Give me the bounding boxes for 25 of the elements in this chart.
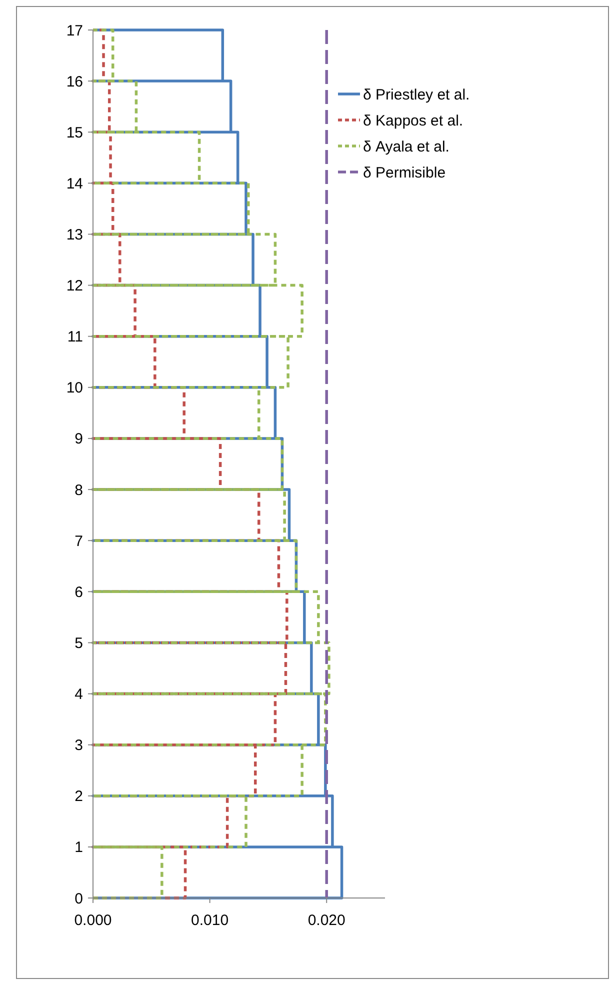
y-tick-label: 3 [74,737,83,754]
y-tick-label: 0 [74,890,83,908]
y-tick-label: 6 [74,584,83,601]
y-tick-label: 13 [66,226,83,244]
y-tick-label: 14 [66,175,83,192]
ref-line-label: δ Permisible [363,164,446,182]
y-tick-label: 9 [74,430,83,448]
y-tick-label: 10 [66,380,83,397]
y-tick-label: 5 [74,634,83,652]
y-tick-label: 1 [74,839,83,856]
y-tick-label: 15 [66,124,83,142]
x-tick-label: 0.010 [191,912,229,929]
y-tick-label: 4 [74,686,83,704]
y-tick-label: 8 [74,482,83,499]
x-tick-label: 0.000 [74,912,112,929]
y-tick-label: 16 [66,73,83,90]
y-tick-label: 7 [74,532,83,550]
legend-label: δ Kappos et al. [363,112,464,130]
y-tick-label: 2 [74,788,83,806]
y-tick-label: 11 [67,328,83,346]
y-tick-label: 12 [66,278,83,295]
x-tick-label: 0.020 [308,912,346,929]
legend-label: δ Ayala et al. [363,138,450,156]
legend-label: δ Priestley et al. [363,86,470,104]
y-tick-label: 17 [66,22,83,40]
